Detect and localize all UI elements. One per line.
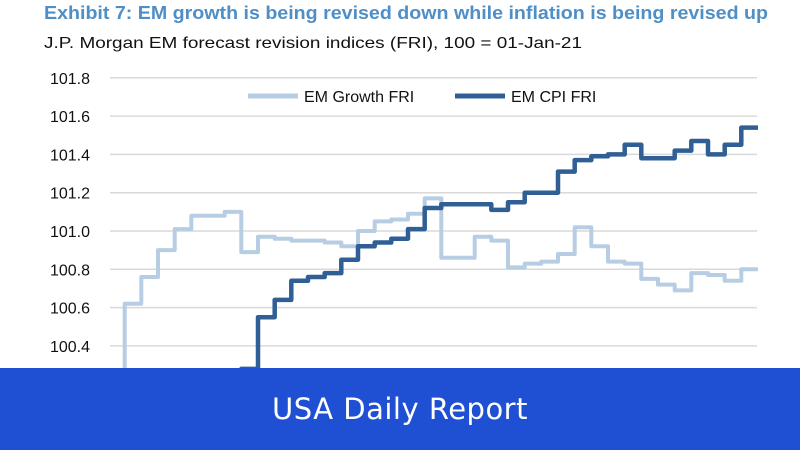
y-tick-label: 101.0	[50, 224, 90, 241]
legend-label-growth: EM Growth FRI	[304, 89, 414, 106]
banner: USA Daily Report	[0, 368, 800, 450]
y-tick-label: 101.8	[50, 71, 90, 88]
chart: Exhibit 7: EM growth is being revised do…	[44, 3, 768, 368]
gridlines	[110, 77, 757, 347]
chart-subtitle: J.P. Morgan EM forecast revision indices…	[44, 35, 582, 52]
legend-label-cpi: EM CPI FRI	[511, 89, 596, 106]
banner-text: USA Daily Report	[272, 392, 528, 426]
series-line-growth	[122, 196, 758, 368]
series-line-cpi	[239, 125, 758, 368]
chart-title: Exhibit 7: EM growth is being revised do…	[44, 3, 768, 23]
legend: EM Growth FRI EM CPI FRI	[248, 89, 596, 106]
y-axis-ticks: 100.4 100.6 100.8 101.0 101.2 101.4 101.6 101.8	[50, 71, 90, 356]
y-tick-label: 101.2	[50, 186, 90, 203]
y-tick-label: 100.4	[50, 339, 90, 356]
y-tick-label: 101.6	[50, 109, 90, 126]
y-tick-label: 101.4	[50, 147, 90, 164]
y-tick-label: 100.6	[50, 301, 90, 318]
y-tick-label: 100.8	[50, 262, 90, 279]
series-lines	[122, 125, 758, 368]
